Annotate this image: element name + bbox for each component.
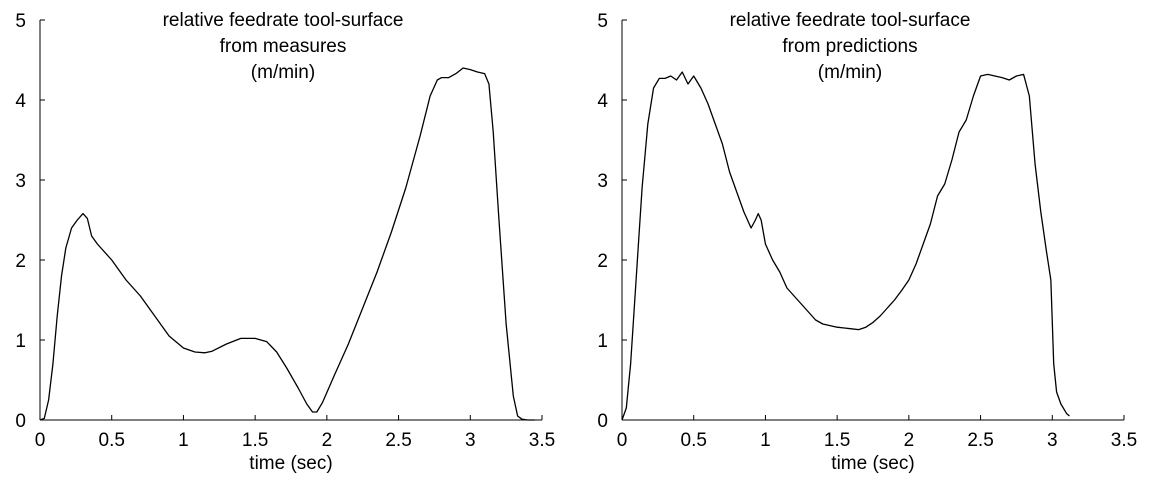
chart-title-line-3: (m/min) [818,62,882,83]
x-tick-label: 1 [178,430,189,451]
chart-title-line-1: relative feedrate tool-surface [730,10,971,31]
y-tick-label: 4 [15,91,26,112]
y-tick-label: 2 [597,251,608,272]
x-tick-label: 0.5 [681,430,707,451]
y-tick-label: 5 [597,11,608,32]
x-tick-label: 3 [1047,430,1058,451]
x-tick-label: 0.5 [99,430,125,451]
y-tick-label: 1 [15,331,26,352]
x-tick-label: 3.5 [1111,430,1137,451]
x-tick-label: 3 [465,430,476,451]
chart-panel-1: 0 0.5 1 1.5 2 2.5 3 3.5 0 1 2 3 4 5 time (sec) relative… [15,10,555,474]
x-tick-label: 1.5 [824,430,850,451]
series-line-1 [621,71,1070,421]
y-tick-label: 3 [597,171,608,192]
y-tick-label: 0 [15,411,26,432]
series-line-1 [39,67,535,421]
chart-title-line-1: relative feedrate tool-surface [163,10,404,31]
y-tick-label: 0 [597,411,608,432]
x-tick-label: 1 [760,430,771,451]
chart-title-line-2: from predictions [782,36,917,57]
x-tick-label: 1.5 [242,430,268,451]
x-tick-label: 0 [35,430,46,451]
chart-title-line-3: (m/min) [251,62,315,83]
x-tick-label: 2.5 [967,430,993,451]
y-tick-label: 5 [15,11,26,32]
x-axis-label: time (sec) [249,453,332,474]
y-tick-label: 2 [15,251,26,272]
y-tick-label: 1 [597,331,608,352]
x-tick-label: 2.5 [385,430,411,451]
x-axis-label: time (sec) [831,453,914,474]
x-tick-label: 0 [617,430,628,451]
chart-title-line-2: from measures [220,36,347,57]
chart-panel-2: 0 0.5 1 1.5 2 2.5 3 3.5 0 1 2 3 4 5 time (sec) relative… [597,10,1137,474]
x-tick-label: 2 [322,430,333,451]
y-tick-label: 3 [15,171,26,192]
x-tick-label: 2 [904,430,915,451]
x-tick-label: 3.5 [529,430,555,451]
y-tick-label: 4 [597,91,608,112]
